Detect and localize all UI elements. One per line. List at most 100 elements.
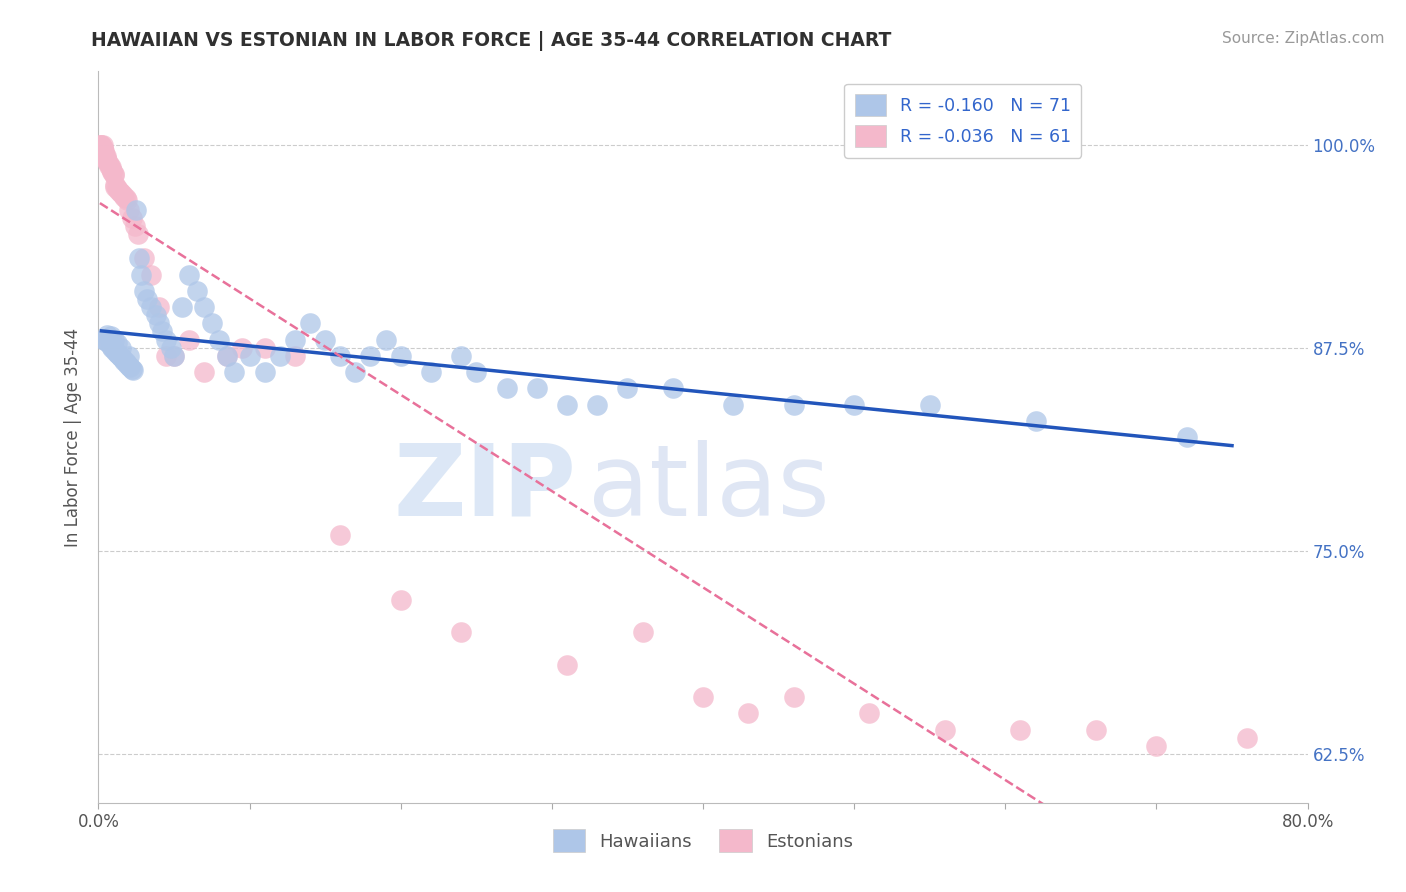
Point [124,219,146,233]
Point [737,706,759,721]
Point [661,381,683,395]
Point [163,349,186,363]
Point [420,365,443,379]
Point [103,343,125,357]
Point [450,349,472,363]
Point [783,690,806,705]
Text: Source: ZipAtlas.com: Source: ZipAtlas.com [1222,31,1385,46]
Point [374,333,396,347]
Point [1024,414,1046,428]
Point [101,341,124,355]
Point [98,335,121,350]
Point [105,335,128,350]
Point [179,333,201,347]
Point [107,183,129,197]
Point [934,723,956,737]
Point [94,149,117,163]
Point [110,351,132,365]
Point [93,333,115,347]
Point [224,365,246,379]
Point [100,161,122,175]
Point [253,365,276,379]
Text: HAWAIIAN VS ESTONIAN IN LABOR FORCE | AGE 35-44 CORRELATION CHART: HAWAIIAN VS ESTONIAN IN LABOR FORCE | AG… [91,31,891,51]
Point [107,347,129,361]
Point [91,141,114,155]
Point [314,333,336,347]
Point [163,349,186,363]
Point [141,300,163,314]
Point [148,300,170,314]
Point [1085,723,1108,737]
Point [105,181,128,195]
Point [269,349,291,363]
Point [450,625,472,640]
Point [135,292,157,306]
Point [96,155,118,169]
Point [108,185,131,199]
Point [129,268,152,282]
Point [94,334,117,348]
Point [1236,731,1258,745]
Point [104,343,127,358]
Point [616,381,638,395]
Point [125,202,148,217]
Point [160,341,183,355]
Text: atlas: atlas [588,440,830,537]
Point [186,284,208,298]
Point [360,349,382,363]
Point [179,268,201,282]
Point [93,147,115,161]
Text: ZIP: ZIP [394,440,576,537]
Point [215,349,238,363]
Point [98,159,121,173]
Point [89,137,111,152]
Point [389,349,412,363]
Point [145,308,167,322]
Point [121,361,143,376]
Point [101,165,124,179]
Point [115,193,138,207]
Point [91,137,114,152]
Point [114,355,136,369]
Point [299,316,322,330]
Point [103,167,125,181]
Point [918,398,941,412]
Point [555,398,578,412]
Point [148,316,170,330]
Point [215,349,238,363]
Point [723,398,745,412]
Point [465,365,488,379]
Point [141,268,163,282]
Point [132,284,155,298]
Point [96,327,118,342]
Point [193,300,215,314]
Point [844,398,866,412]
Y-axis label: In Labor Force | Age 35-44: In Labor Force | Age 35-44 [65,327,83,547]
Point [98,157,121,171]
Point [100,161,122,176]
Point [104,179,127,194]
Point [155,349,177,363]
Point [94,152,117,166]
Point [94,151,117,165]
Point [103,169,125,183]
Point [91,142,114,156]
Point [112,353,135,368]
Point [193,365,215,379]
Point [115,357,138,371]
Point [239,349,262,363]
Point [526,381,548,395]
Point [111,352,134,367]
Point [128,252,150,266]
Point [329,527,352,541]
Point [118,349,141,363]
Point [112,189,135,203]
Point [111,187,134,202]
Point [121,211,143,225]
Point [170,300,193,314]
Point [101,163,124,178]
Point [555,657,578,672]
Point [253,341,276,355]
Point [103,333,125,347]
Point [150,325,173,339]
